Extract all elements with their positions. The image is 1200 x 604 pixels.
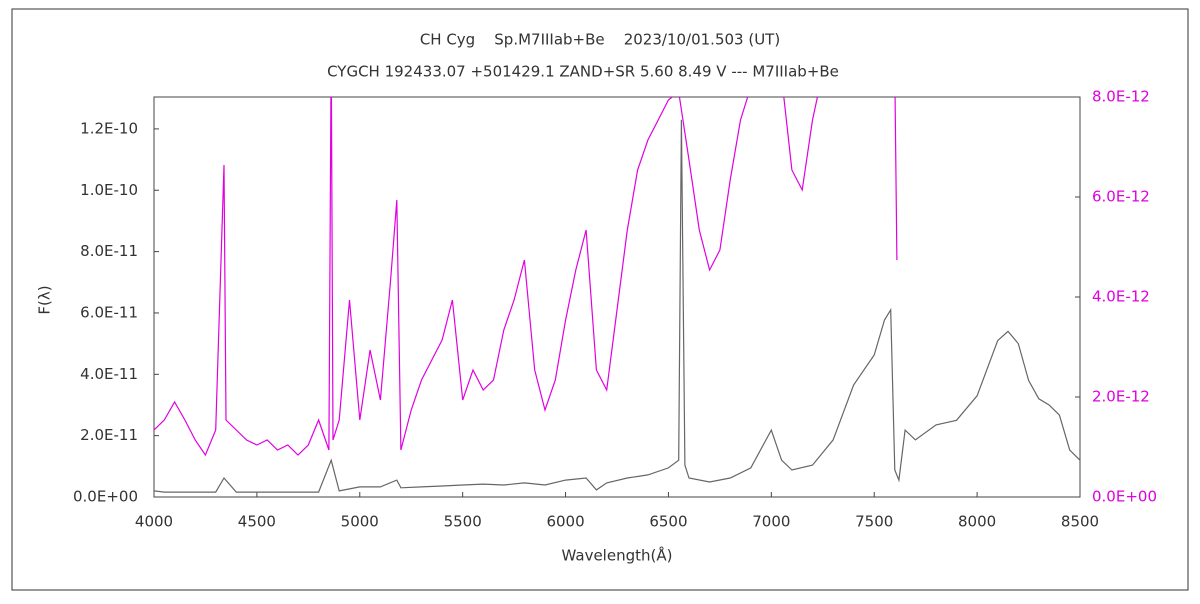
y2-tick-label: 8.0E-12	[1092, 88, 1150, 106]
y-axis-label: F(λ)	[36, 285, 54, 314]
y-tick-label: 8.0E-11	[80, 242, 138, 260]
chart-title: CH Cyg Sp.M7IIIab+Be 2023/10/01.503 (UT)	[420, 31, 780, 49]
y2-tick-label: 2.0E-12	[1092, 388, 1150, 406]
x-axis-label: Wavelength(Å)	[562, 546, 673, 565]
x-tick-label: 7000	[752, 513, 790, 531]
x-tick-label: 5500	[444, 513, 482, 531]
x-tick-label: 7500	[855, 513, 893, 531]
y2-tick-label: 6.0E-12	[1092, 188, 1150, 206]
chart-subtitle: CYGCH 192433.07 +501429.1 ZAND+SR 5.60 8…	[327, 63, 839, 81]
spectrum-line	[154, 119, 1080, 493]
y2-tick-label: 0.0E+00	[1092, 488, 1157, 506]
y-tick-label: 1.2E-10	[80, 119, 138, 137]
x-tick-label: 6500	[649, 513, 687, 531]
x-tick-label: 4500	[238, 513, 276, 531]
spectrum-line	[154, 97, 898, 457]
x-tick-label: 4000	[135, 513, 173, 531]
x-tick-label: 6000	[546, 513, 584, 531]
y-tick-label: 6.0E-11	[80, 303, 138, 321]
x-tick-label: 8500	[1061, 513, 1099, 531]
x-tick-label: 5000	[341, 513, 379, 531]
x-tick-label: 8000	[958, 513, 996, 531]
y-tick-label: 0.0E+00	[73, 488, 138, 506]
y-tick-label: 4.0E-11	[80, 365, 138, 383]
y-tick-label: 1.0E-10	[80, 181, 138, 199]
frame	[11, 8, 1189, 591]
y2-tick-label: 4.0E-12	[1092, 288, 1150, 306]
y-tick-label: 2.0E-11	[80, 426, 138, 444]
